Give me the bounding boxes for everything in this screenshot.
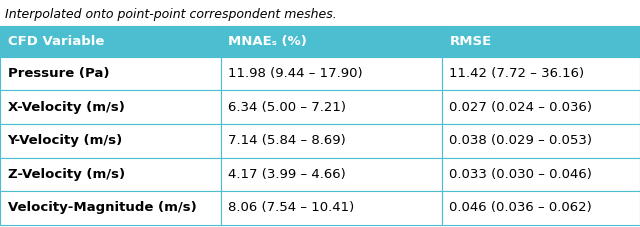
Text: 6.34 (5.00 – 7.21): 6.34 (5.00 – 7.21) xyxy=(228,101,346,114)
Text: 4.17 (3.99 – 4.66): 4.17 (3.99 – 4.66) xyxy=(228,168,346,181)
Text: MNAEₛ (%): MNAEₛ (%) xyxy=(228,35,307,48)
Text: CFD Variable: CFD Variable xyxy=(8,35,104,48)
Text: 0.038 (0.029 – 0.053): 0.038 (0.029 – 0.053) xyxy=(449,134,592,147)
Bar xyxy=(221,124,442,158)
Text: 8.06 (7.54 – 10.41): 8.06 (7.54 – 10.41) xyxy=(228,201,355,215)
Bar xyxy=(0,26,221,57)
Bar xyxy=(221,57,442,90)
Text: 0.033 (0.030 – 0.046): 0.033 (0.030 – 0.046) xyxy=(449,168,592,181)
Text: RMSE: RMSE xyxy=(449,35,492,48)
Bar xyxy=(442,57,640,90)
Bar xyxy=(221,158,442,191)
Text: Y-Velocity (m/s): Y-Velocity (m/s) xyxy=(8,134,123,147)
Bar xyxy=(442,124,640,158)
Bar xyxy=(221,191,442,225)
Text: 11.42 (7.72 – 36.16): 11.42 (7.72 – 36.16) xyxy=(449,67,584,80)
Bar xyxy=(0,57,221,90)
Bar xyxy=(221,26,442,57)
Text: Z-Velocity (m/s): Z-Velocity (m/s) xyxy=(8,168,125,181)
Text: 0.046 (0.036 – 0.062): 0.046 (0.036 – 0.062) xyxy=(449,201,592,215)
Bar xyxy=(0,124,221,158)
Text: 11.98 (9.44 – 17.90): 11.98 (9.44 – 17.90) xyxy=(228,67,363,80)
Bar xyxy=(0,158,221,191)
Bar xyxy=(0,90,221,124)
Bar xyxy=(221,90,442,124)
Text: Pressure (Pa): Pressure (Pa) xyxy=(8,67,109,80)
Text: Interpolated onto point-point correspondent meshes.: Interpolated onto point-point correspond… xyxy=(5,8,337,21)
Bar xyxy=(0,191,221,225)
Text: X-Velocity (m/s): X-Velocity (m/s) xyxy=(8,101,125,114)
Bar xyxy=(442,158,640,191)
Bar xyxy=(442,191,640,225)
Bar xyxy=(442,26,640,57)
Text: 7.14 (5.84 – 8.69): 7.14 (5.84 – 8.69) xyxy=(228,134,346,147)
Text: 0.027 (0.024 – 0.036): 0.027 (0.024 – 0.036) xyxy=(449,101,592,114)
Bar xyxy=(442,90,640,124)
Text: Velocity-Magnitude (m/s): Velocity-Magnitude (m/s) xyxy=(8,201,196,215)
